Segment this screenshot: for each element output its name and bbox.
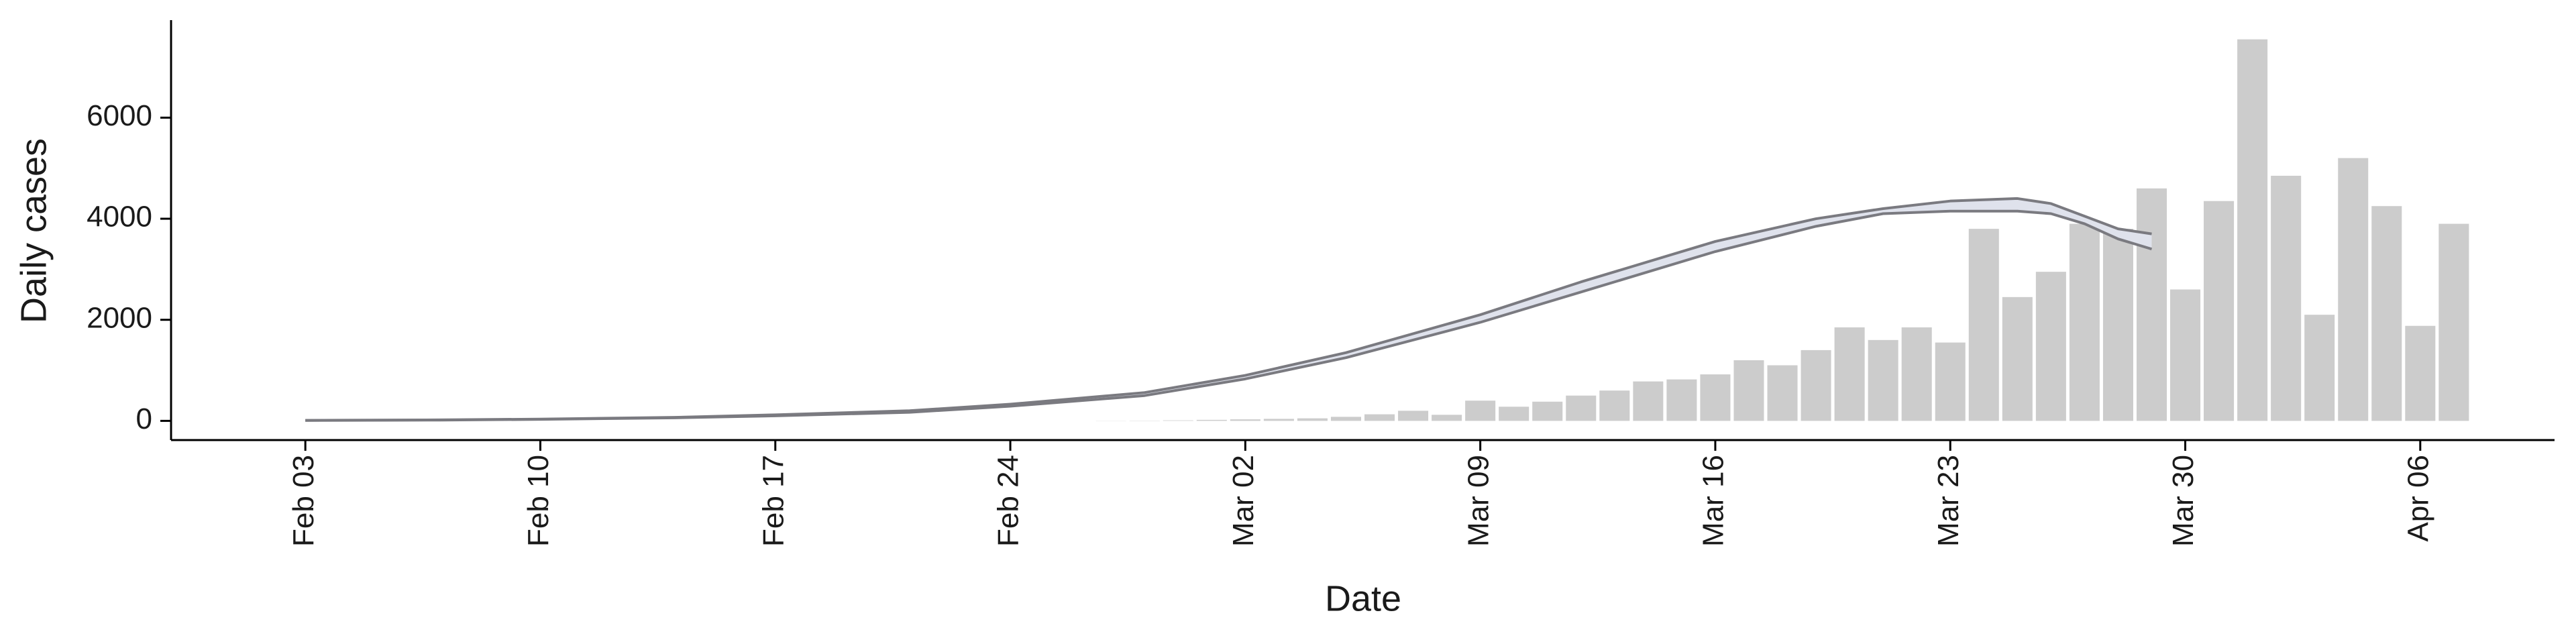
band: [305, 198, 2152, 421]
bar: [2271, 176, 2302, 421]
bar: [1834, 327, 1865, 421]
bar: [1398, 411, 1429, 421]
y-tick-label: 2000: [87, 301, 152, 334]
x-tick-label: Feb 10: [522, 455, 555, 547]
x-tick-label: Mar 09: [1462, 455, 1495, 547]
bar: [1733, 360, 1764, 421]
bar: [1432, 415, 1462, 421]
bar: [1499, 407, 1529, 421]
bar: [1566, 395, 1597, 421]
bar: [2438, 223, 2469, 421]
x-tick-label: Mar 16: [1697, 455, 1730, 547]
bar: [2405, 325, 2436, 421]
bar: [1633, 381, 1664, 421]
x-tick-label: Apr 06: [2402, 455, 2434, 542]
x-tick-label: Mar 23: [1932, 455, 1965, 547]
bar: [1599, 390, 1630, 421]
bar: [2204, 201, 2235, 421]
bar: [2035, 272, 2066, 421]
x-tick-label: Mar 30: [2167, 455, 2200, 547]
bar: [2002, 297, 2033, 421]
bar: [2304, 315, 2335, 421]
bar: [2102, 229, 2133, 421]
x-tick-label: Feb 03: [287, 455, 320, 547]
y-tick-label: 6000: [87, 99, 152, 132]
bar: [2136, 188, 2167, 421]
bar: [1297, 418, 1328, 421]
bar: [2069, 223, 2100, 421]
y-tick-label: 4000: [87, 201, 152, 233]
bar: [1935, 342, 1966, 421]
bar: [1230, 419, 1260, 421]
line: [305, 209, 2153, 422]
bar: [1767, 365, 1798, 421]
bar: [1330, 417, 1361, 421]
bar: [1666, 379, 1697, 421]
bar: [2237, 39, 2268, 421]
x-tick-label: Feb 17: [757, 455, 790, 547]
bar: [1532, 401, 1563, 421]
bar: [2338, 158, 2369, 421]
bar: [1263, 419, 1294, 421]
bar: [2170, 289, 2201, 421]
bar: [1968, 229, 1999, 421]
bar: [1465, 400, 1496, 421]
x-axis-title: Date: [1325, 578, 1401, 619]
bar: [1196, 419, 1227, 421]
y-axis-title: Daily cases: [13, 138, 54, 323]
bar: [1364, 414, 1395, 421]
bar: [1801, 350, 1831, 421]
bar: [1901, 327, 1932, 421]
x-tick-label: Mar 02: [1227, 455, 1260, 547]
bar: [2371, 206, 2402, 421]
x-tick-label: Feb 24: [992, 455, 1025, 547]
bar: [1868, 339, 1898, 421]
y-tick-label: 0: [136, 402, 152, 435]
bar: [1700, 374, 1731, 421]
